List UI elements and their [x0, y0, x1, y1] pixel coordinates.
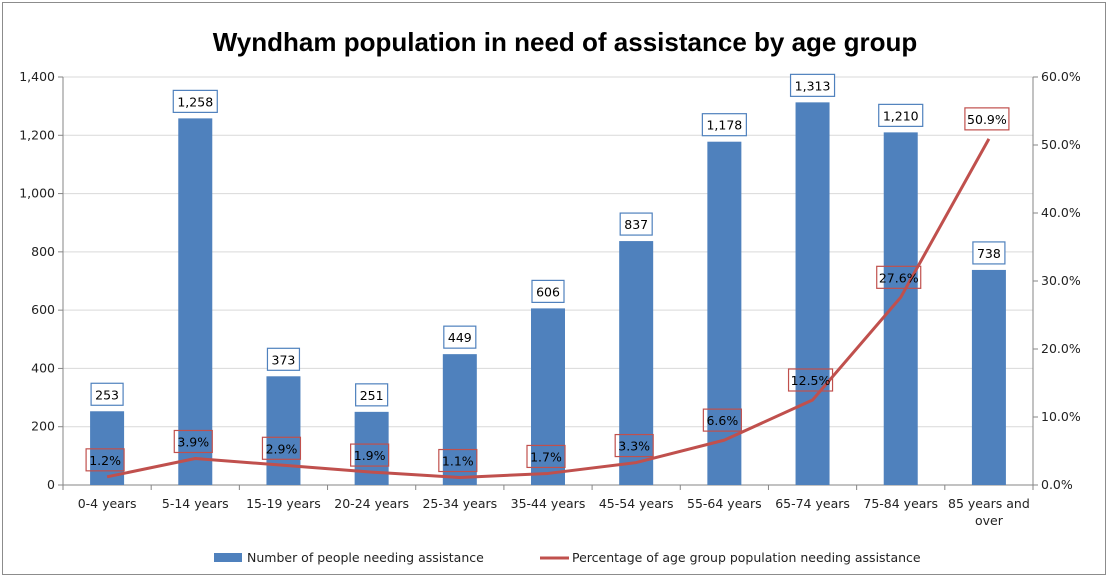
line-value-label: 6.6%: [706, 413, 738, 428]
right-axis-tick-label: 0.0%: [1041, 477, 1073, 492]
left-axis-tick-label: 1,200: [19, 127, 55, 142]
bar: [619, 241, 654, 485]
line-value-label: 1.2%: [89, 453, 121, 468]
x-axis-category-label: 35-44 years: [511, 496, 586, 511]
line-value-label: 3.9%: [177, 434, 209, 449]
bar-value-label-box: [172, 89, 218, 113]
bar-value-label: 606: [536, 284, 560, 299]
bar: [883, 132, 918, 485]
bar: [442, 354, 477, 485]
line-value-label-box: [261, 436, 302, 460]
line-value-label-box: [876, 265, 922, 289]
line-value-label: 3.3%: [618, 439, 650, 454]
x-axis-category-label: 65-74 years: [775, 496, 850, 511]
x-axis-category-label: 20-24 years: [334, 496, 409, 511]
line-value-label: 1.1%: [442, 454, 474, 469]
bar-value-label-box: [90, 382, 124, 406]
bar: [90, 411, 125, 485]
combo-chart: Wyndham population in need of assistance…: [19, 27, 1081, 565]
bar-value-label-box: [972, 241, 1006, 265]
left-axis-tick-label: 400: [31, 360, 55, 375]
bar: [531, 308, 565, 485]
right-axis-tick-label: 60.0%: [1041, 69, 1081, 84]
right-axis-tick-label: 10.0%: [1041, 409, 1081, 424]
left-axis-tick-label: 200: [31, 419, 55, 434]
line-value-label-box: [85, 448, 125, 472]
right-axis-tick-label: 50.0%: [1041, 137, 1081, 152]
bar-value-label-box: [266, 347, 301, 371]
x-axis-category-label: 25-34 years: [422, 496, 497, 511]
bar: [178, 118, 213, 485]
line-value-label: 12.5%: [791, 373, 831, 388]
bar: [707, 141, 742, 485]
line-value-label-box: [614, 433, 654, 458]
line-value-label: 2.9%: [266, 441, 298, 456]
line-value-label-box: [350, 443, 390, 467]
line-value-label: 1.9%: [354, 448, 386, 463]
legend-label-line: Percentage of age group population needi…: [572, 550, 921, 565]
legend-swatch-bar: [214, 553, 242, 562]
x-axis-category-label: 85 years and over: [948, 496, 1030, 528]
line-value-label-box: [438, 448, 478, 473]
percentage-line: [106, 138, 991, 480]
line-value-label: 50.9%: [967, 112, 1007, 127]
bar-value-label: 1,210: [883, 108, 919, 123]
bar-value-label-box: [619, 212, 653, 236]
bar-value-label: 449: [448, 330, 472, 345]
bar-value-label: 1,178: [706, 118, 742, 133]
left-axis-tick-label: 800: [31, 244, 55, 259]
bar-value-label-box: [443, 325, 477, 349]
line-value-label-box: [702, 408, 742, 432]
data-labels: 253 1,258 373 251 449 606 837 1,178 1,313 1,210 73…: [85, 73, 1010, 473]
line-value-label: 1.7%: [530, 449, 562, 464]
line-value-label-box: [526, 444, 566, 469]
left-axis-tick-label: 1,400: [19, 69, 55, 84]
bar-value-label-box: [701, 113, 747, 137]
bar-value-label: 837: [624, 217, 648, 232]
x-axis-category-label: 55-64 years: [687, 496, 762, 511]
legend-label-bar: Number of people needing assistance: [247, 550, 484, 565]
bar-value-label: 1,258: [177, 94, 213, 109]
x-axis-category-label: 15-19 years: [246, 496, 321, 511]
bar-value-label: 251: [360, 388, 384, 403]
right-axis-tick-label: 20.0%: [1041, 341, 1081, 356]
bar: [971, 269, 1006, 485]
left-axis-tick-label: 0: [47, 477, 55, 492]
line-value-label-box: [787, 368, 834, 392]
bar: [266, 376, 301, 485]
bar-value-label: 738: [977, 246, 1001, 261]
line-value-label: 27.6%: [879, 270, 919, 285]
bar-value-label: 253: [95, 387, 119, 402]
x-axis-category-label: 5-14 years: [162, 496, 229, 511]
bar: [795, 102, 830, 486]
left-axis-tick-label: 1,000: [19, 186, 55, 201]
bar-value-label: 1,313: [795, 78, 831, 93]
bar-value-label-box: [878, 103, 924, 127]
left-axis-tick-label: 600: [31, 302, 55, 317]
axes: 0 200 400 600 800 1,000 1,200 1,400 0.0% 10.0% 20.…: [19, 69, 1081, 528]
x-axis-category-label: 45-54 years: [599, 496, 674, 511]
bar-value-label-box: [789, 73, 836, 97]
bar-value-label-box: [531, 279, 565, 303]
bar-value-label: 373: [272, 352, 296, 367]
bar-series: [90, 102, 1006, 486]
x-axis-category-label: 0-4 years: [78, 496, 137, 511]
line-value-label-box: [964, 107, 1010, 131]
line-value-label-box: [173, 429, 213, 454]
legend: Number of people needing assistance Perce…: [214, 550, 921, 565]
chart-title: Wyndham population in need of assistance…: [213, 27, 918, 57]
right-axis-tick-label: 40.0%: [1041, 205, 1081, 220]
bar-value-label-box: [355, 383, 389, 407]
line-series: [106, 138, 991, 480]
x-axis-category-label: 75-84 years: [863, 496, 938, 511]
right-axis-tick-label: 30.0%: [1041, 273, 1081, 288]
